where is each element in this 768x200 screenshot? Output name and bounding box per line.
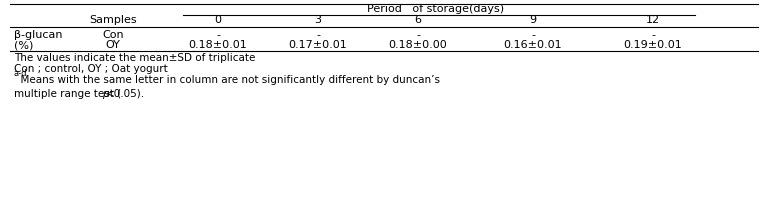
Text: OY: OY: [105, 40, 121, 50]
Text: 0.17±0.01: 0.17±0.01: [289, 40, 347, 50]
Text: Con ; control, OY ; Oat yogurt: Con ; control, OY ; Oat yogurt: [14, 64, 167, 74]
Text: Period   of storage(days): Period of storage(days): [367, 4, 504, 14]
Text: (%): (%): [14, 40, 33, 50]
Text: -: -: [316, 30, 320, 40]
Text: 6: 6: [415, 15, 422, 25]
Text: a-d: a-d: [14, 69, 28, 78]
Text: -: -: [531, 30, 535, 40]
Text: 0.18±0.00: 0.18±0.00: [389, 40, 448, 50]
Text: Samples: Samples: [89, 15, 137, 25]
Text: -: -: [651, 30, 655, 40]
Text: -: -: [416, 30, 420, 40]
Text: multiple range test (: multiple range test (: [14, 89, 121, 99]
Text: 0.18±0.01: 0.18±0.01: [189, 40, 247, 50]
Text: β-glucan: β-glucan: [14, 30, 62, 40]
Text: 0.19±0.01: 0.19±0.01: [624, 40, 683, 50]
Text: 12: 12: [646, 15, 660, 25]
Text: Means with the same letter in column are not significantly different by duncan’s: Means with the same letter in column are…: [14, 75, 440, 85]
Text: Con: Con: [102, 30, 124, 40]
Text: p: p: [102, 89, 109, 99]
Text: The values indicate the mean±SD of triplicate: The values indicate the mean±SD of tripl…: [14, 53, 256, 63]
Text: <0.05).: <0.05).: [106, 89, 145, 99]
Text: 0.16±0.01: 0.16±0.01: [504, 40, 562, 50]
Text: 3: 3: [315, 15, 322, 25]
Text: -: -: [216, 30, 220, 40]
Text: 0: 0: [214, 15, 221, 25]
Text: 9: 9: [529, 15, 537, 25]
